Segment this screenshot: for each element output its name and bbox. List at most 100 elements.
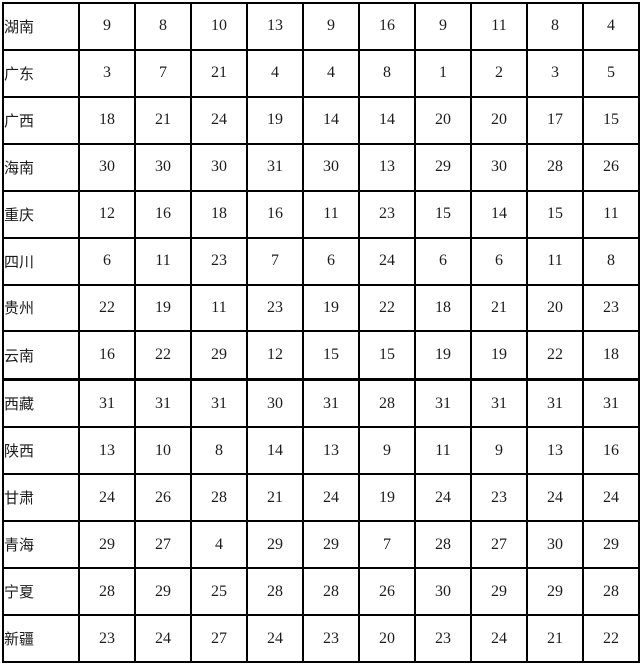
table-row: 四川 6 11 23 7 6 24 6 6 11 8 [2,236,640,286]
value-cell: 4 [302,48,360,98]
province-cell: 广西 [2,95,80,145]
value-cell: 31 [582,377,640,429]
value-cell: 24 [246,614,304,663]
province-cell: 海南 [2,142,80,192]
value-cell: 31 [470,377,528,429]
value-cell: 20 [414,95,472,145]
value-cell: 23 [414,614,472,663]
value-cell: 27 [134,520,192,570]
value-cell: 29 [582,520,640,570]
value-cell: 22 [78,283,136,333]
value-cell: 28 [526,142,584,192]
value-cell: 31 [246,142,304,192]
value-cell: 24 [190,95,248,145]
value-cell: 30 [526,520,584,570]
value-cell: 13 [526,426,584,476]
table-row: 贵州 22 19 11 23 19 22 18 21 20 23 [2,283,640,333]
value-cell: 14 [302,95,360,145]
value-cell: 30 [190,142,248,192]
value-cell: 26 [582,142,640,192]
value-cell: 16 [582,426,640,476]
value-cell: 9 [414,2,472,51]
value-cell: 24 [414,473,472,523]
value-cell: 11 [582,189,640,239]
value-cell: 21 [470,283,528,333]
value-cell: 31 [78,377,136,429]
value-cell: 20 [470,95,528,145]
value-cell: 4 [582,2,640,51]
value-cell: 23 [78,614,136,663]
value-cell: 12 [78,189,136,239]
value-cell: 31 [526,377,584,429]
value-cell: 7 [358,520,416,570]
table-row: 西藏 31 31 31 30 31 28 31 31 31 31 [2,377,640,429]
value-cell: 24 [78,473,136,523]
value-cell: 31 [414,377,472,429]
table-row: 青海 29 27 4 29 29 7 28 27 30 29 [2,520,640,570]
value-cell: 4 [246,48,304,98]
province-cell: 新疆 [2,614,80,663]
value-cell: 23 [246,283,304,333]
value-cell: 30 [134,142,192,192]
value-cell: 21 [246,473,304,523]
table-row: 宁夏 28 29 25 28 28 26 30 29 29 28 [2,567,640,617]
value-cell: 13 [78,426,136,476]
province-cell: 青海 [2,520,80,570]
value-cell: 30 [414,567,472,617]
province-cell: 甘肃 [2,473,80,523]
value-cell: 23 [470,473,528,523]
value-cell: 16 [246,189,304,239]
value-cell: 24 [358,236,416,286]
value-cell: 22 [358,283,416,333]
value-cell: 19 [470,330,528,381]
table-row: 新疆 23 24 27 24 23 20 23 24 21 22 [2,614,640,663]
value-cell: 28 [302,567,360,617]
value-cell: 15 [526,189,584,239]
value-cell: 29 [302,520,360,570]
table-row: 甘肃 24 26 28 21 24 19 24 23 24 24 [2,473,640,523]
value-cell: 28 [582,567,640,617]
value-cell: 4 [190,520,248,570]
value-cell: 24 [582,473,640,523]
value-cell: 3 [78,48,136,98]
value-cell: 29 [134,567,192,617]
value-cell: 11 [190,283,248,333]
value-cell: 27 [190,614,248,663]
value-cell: 23 [190,236,248,286]
value-cell: 11 [526,236,584,286]
value-cell: 21 [190,48,248,98]
value-cell: 20 [526,283,584,333]
province-cell: 陕西 [2,426,80,476]
value-cell: 15 [302,330,360,381]
value-cell: 24 [302,473,360,523]
value-cell: 11 [414,426,472,476]
value-cell: 29 [414,142,472,192]
province-cell: 云南 [2,330,80,381]
value-cell: 14 [246,426,304,476]
value-cell: 7 [134,48,192,98]
value-cell: 22 [582,614,640,663]
value-cell: 7 [246,236,304,286]
value-cell: 8 [134,2,192,51]
value-cell: 16 [78,330,136,381]
value-cell: 28 [190,473,248,523]
value-cell: 3 [526,48,584,98]
value-cell: 31 [190,377,248,429]
value-cell: 26 [358,567,416,617]
value-cell: 15 [414,189,472,239]
value-cell: 18 [78,95,136,145]
value-cell: 8 [582,236,640,286]
table-row: 广东 3 7 21 4 4 8 1 2 3 5 [2,48,640,98]
value-cell: 28 [78,567,136,617]
table-row: 重庆 12 16 18 16 11 23 15 14 15 11 [2,189,640,239]
table-row: 陕西 13 10 8 14 13 9 11 9 13 16 [2,426,640,476]
province-cell: 四川 [2,236,80,286]
value-cell: 8 [526,2,584,51]
value-cell: 10 [134,426,192,476]
value-cell: 9 [358,426,416,476]
value-cell: 29 [526,567,584,617]
value-cell: 29 [190,330,248,381]
